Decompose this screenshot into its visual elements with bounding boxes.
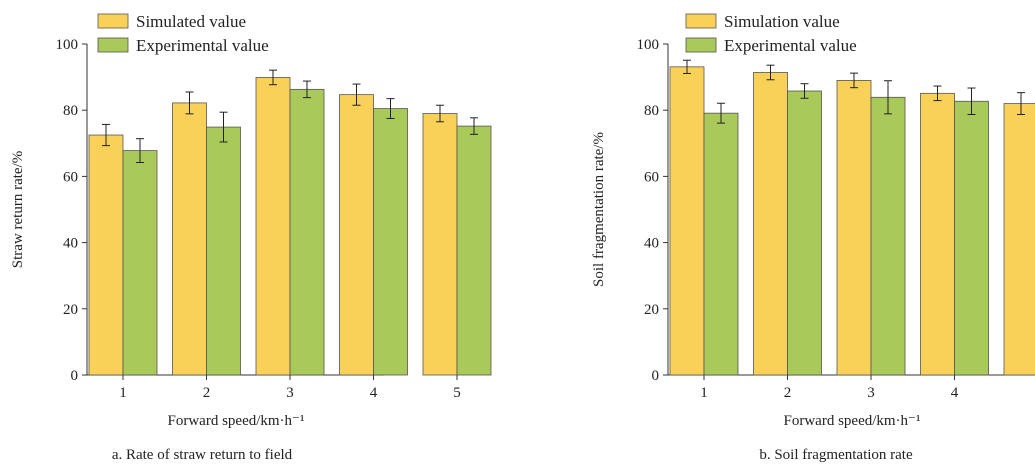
x-tick-label: 4 [951,385,959,401]
legend-swatch [685,37,717,53]
bar-experimental [456,125,492,376]
legend-label: Experimental value [136,36,269,55]
x-tick-label: 1 [700,385,708,401]
bar-simulated [172,102,207,376]
bar-experimental [787,90,822,376]
y-tick-label: 40 [63,236,78,252]
chart-caption: a. Rate of straw return to field [112,447,293,463]
x-axis-label: Forward speed/km·h⁻¹ [784,413,921,429]
bar-experimental [206,126,241,376]
y-tick-label: 100 [637,37,660,53]
bar-experimental [373,108,408,376]
legend-label: Experimental value [724,36,857,55]
bar-experimental [870,96,906,376]
x-axis-label: Forward speed/km·h⁻¹ [168,413,305,429]
chart-straw-return: 0 20 40 60 80 100 1 2 3 4 5 Simulated value Experime… [10,12,492,463]
y-tick-label: 0 [71,368,79,384]
y-tick-label: 40 [644,236,659,252]
bar-experimental [289,88,325,376]
x-tick-label: 5 [453,385,461,401]
y-axis-label: Soil fragmentation rate/% [591,132,607,287]
bar-simulated [422,113,458,376]
x-tick-label: 4 [370,385,378,401]
y-tick-label: 100 [56,37,79,53]
chart-caption: b. Soil fragmentation rate [759,447,913,463]
bar-experimental [122,150,158,376]
bar-simulated [669,66,705,376]
x-tick-label: 2 [784,385,792,401]
x-tick-label: 3 [286,385,294,401]
legend-swatch [685,13,717,29]
bar-simulated [920,92,955,376]
bar-simulated [836,80,872,376]
bar-experimental [954,100,989,376]
x-tick-label: 3 [867,385,875,401]
legend-label: Simulation value [724,12,840,31]
bar-simulated [1003,103,1035,376]
y-tick-label: 80 [63,103,78,119]
bar-simulated [339,94,374,376]
bar-experimental [703,112,739,376]
y-tick-label: 20 [644,302,659,318]
x-tick-label: 2 [203,385,211,401]
legend-swatch [97,37,129,53]
y-tick-label: 60 [644,169,659,185]
bar-simulated [255,77,291,376]
y-tick-label: 60 [63,169,78,185]
bar-simulated [88,134,124,376]
y-tick-label: 80 [644,103,659,119]
legend-label: Simulated value [136,12,246,31]
bar-simulated [753,72,788,376]
x-tick-label: 1 [119,385,127,401]
y-tick-label: 20 [63,302,78,318]
y-axis-label: Straw return rate/% [10,151,26,268]
y-tick-label: 0 [652,368,660,384]
chart-soil-fragmentation: 02040608010012345Simulation valueExperim… [591,12,1035,463]
legend-swatch [97,13,129,29]
